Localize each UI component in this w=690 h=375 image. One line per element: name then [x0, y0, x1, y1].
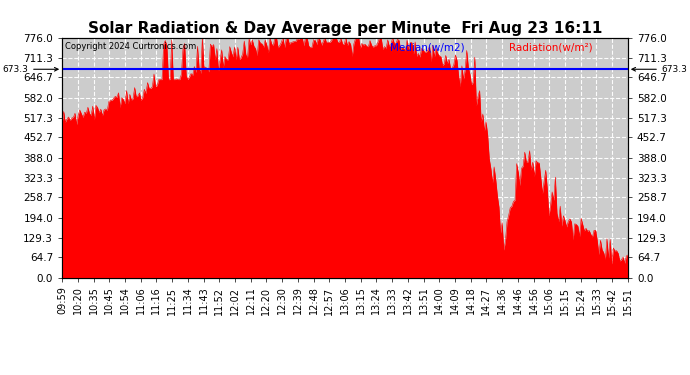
- Text: Median(w/m2): Median(w/m2): [391, 42, 465, 52]
- Text: 673.3: 673.3: [2, 65, 58, 74]
- Title: Solar Radiation & Day Average per Minute  Fri Aug 23 16:11: Solar Radiation & Day Average per Minute…: [88, 21, 602, 36]
- Text: Radiation(w/m²): Radiation(w/m²): [509, 42, 593, 52]
- Text: 673.3: 673.3: [632, 65, 688, 74]
- Text: Copyright 2024 Curtronics.com: Copyright 2024 Curtronics.com: [65, 42, 196, 51]
